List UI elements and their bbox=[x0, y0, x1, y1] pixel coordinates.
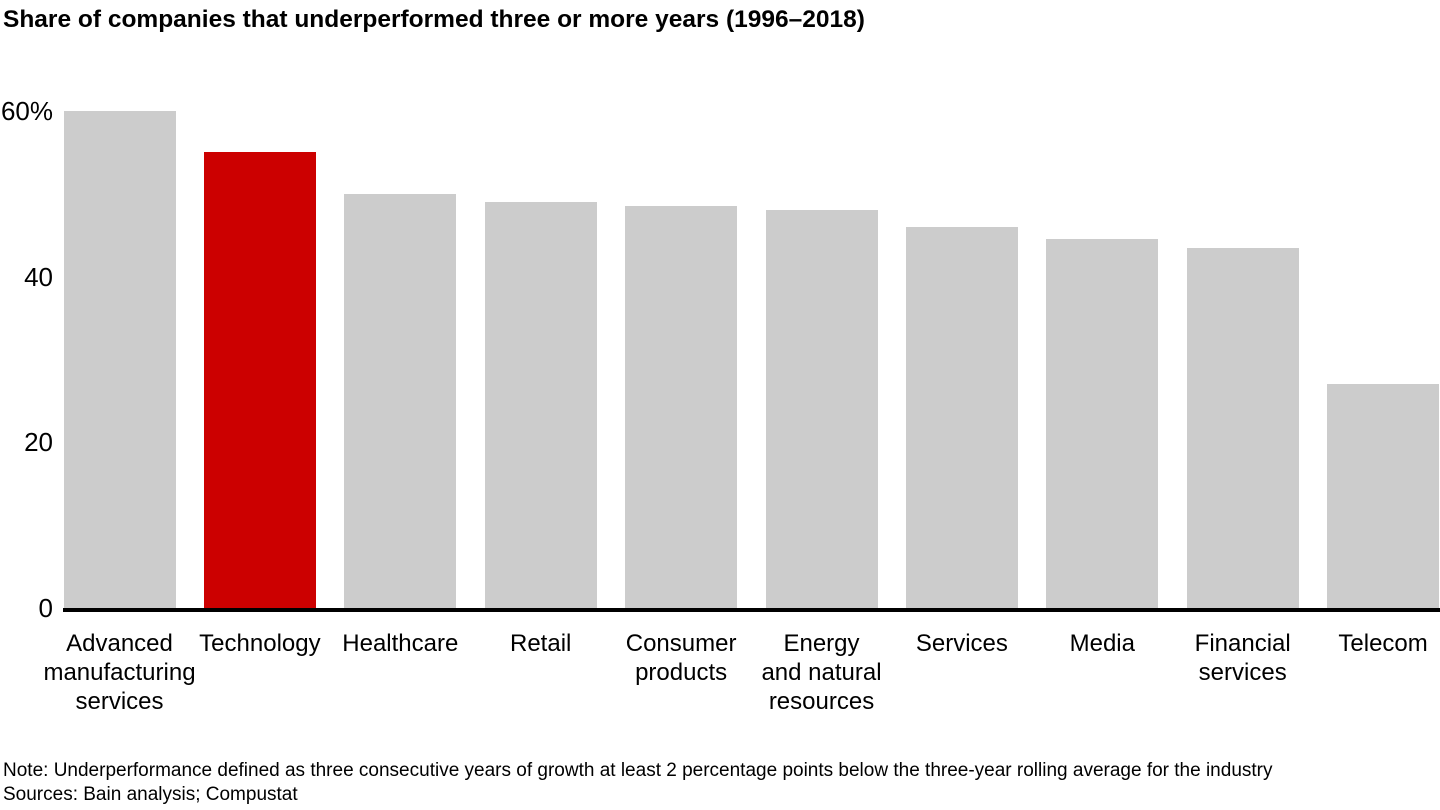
y-tick-20: 20 bbox=[24, 427, 53, 458]
bar-consumer-products bbox=[625, 206, 738, 608]
x-tick-services: Services bbox=[915, 630, 1008, 657]
x-tick-media: Media bbox=[1069, 630, 1135, 657]
x-tick-retail: Retail bbox=[510, 630, 572, 657]
x-tick-energy-and-natural-resources: Energy and natural resources bbox=[761, 630, 882, 715]
chart-title: Share of companies that underperformed t… bbox=[3, 6, 865, 33]
bar-retail bbox=[484, 202, 597, 608]
y-tick-0: 0 bbox=[38, 593, 53, 623]
x-tick-advanced-manufacturing-services: Advanced manufacturing services bbox=[43, 630, 196, 715]
bar-financial-services bbox=[1186, 247, 1299, 608]
note-text: Note: Underperformance defined as three … bbox=[3, 760, 1273, 781]
bar-energy-and-natural-resources bbox=[765, 210, 878, 608]
bar-services bbox=[905, 226, 1018, 608]
y-tick-40: 40 bbox=[24, 261, 53, 292]
x-tick-telecom: Telecom bbox=[1338, 630, 1428, 657]
x-tick-healthcare: Healthcare bbox=[342, 630, 459, 657]
bar-media bbox=[1046, 239, 1159, 608]
x-axis-line bbox=[63, 608, 1440, 612]
y-tick-60: 60% bbox=[0, 96, 53, 126]
sources-text: Sources: Bain analysis; Compustat bbox=[3, 784, 298, 805]
bar-advanced-manufacturing-services bbox=[63, 111, 176, 608]
bar-technology bbox=[203, 152, 316, 608]
bar-telecom bbox=[1327, 384, 1440, 608]
x-tick-technology: Technology bbox=[199, 630, 321, 657]
bar-healthcare bbox=[344, 193, 457, 608]
x-tick-consumer-products: Consumer products bbox=[625, 630, 737, 686]
x-tick-financial-services: Financial services bbox=[1194, 630, 1291, 686]
